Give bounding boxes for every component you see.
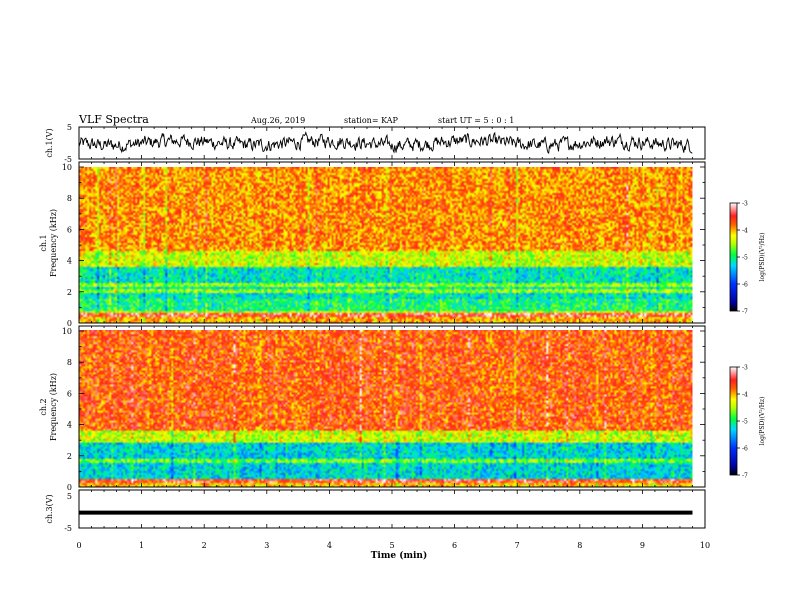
ch3-waveform-ticks (78, 490, 706, 528)
frequency-tick-label: 0 (67, 319, 72, 328)
frequency-tick-label: 0 (67, 483, 72, 492)
time-tick-label: 3 (264, 541, 269, 550)
ch1-waveform-ylabel: ch.1(V) (45, 128, 54, 157)
ch3-waveform-ylabel: ch.3(V) (45, 494, 54, 523)
ch3-waveform-panel: 5 -5 ch.3(V) (45, 489, 706, 533)
ch1-spectrogram-image (79, 167, 693, 323)
frequency-tick-label: 2 (67, 288, 72, 297)
ch1-frequency-ticks: 0 2 4 6 8 10 (62, 163, 705, 328)
frequency-tick-label: 4 (67, 421, 72, 430)
ch2-spectrogram-image (79, 330, 693, 487)
colorbar-tick-label: -7 (742, 473, 748, 480)
ch3-ytick-top: 5 (67, 492, 72, 501)
colorbar-tick-label: -6 (742, 282, 748, 289)
ch2-spectrogram-time-ticks (78, 326, 706, 487)
colorbar-tick-label: -5 (742, 255, 748, 262)
time-axis-label: Time (min) (371, 550, 428, 561)
ch1-waveform-panel: 5 -5 ch.1(V) (45, 123, 706, 164)
frequency-tick-label: 8 (67, 358, 72, 367)
colorbar-tick-label: -4 (742, 392, 748, 399)
ch1-frequency-axis-label: Frequency (kHz) (49, 209, 58, 277)
frequency-tick-label: 10 (62, 327, 72, 336)
colorbar-tick-label: -4 (742, 228, 748, 235)
colorbar-tick-label: -5 (742, 419, 748, 426)
ch1-colorbar: log(PSD)(V²/Hz) -3 -4 -5 -6 -7 (729, 201, 766, 316)
frequency-tick-label: 10 (62, 163, 72, 172)
frequency-tick-label: 2 (67, 452, 72, 461)
figure-title: VLF Spectra (78, 113, 149, 126)
time-tick-label: 9 (640, 541, 645, 550)
colorbar-tick-label: -6 (742, 446, 748, 453)
time-tick-label: 5 (389, 541, 394, 550)
figure-start-time: start UT = 5 : 0 : 1 (438, 116, 514, 125)
frequency-tick-label: 4 (67, 257, 72, 266)
ch2-colorbar: log(PSD)(V²/Hz) -3 -4 -5 -6 -7 (729, 365, 766, 480)
time-tick-label: 0 (76, 541, 81, 550)
time-tick-label: 8 (577, 541, 582, 550)
ch2-spectrogram-channel-label: ch.2 (39, 398, 48, 415)
ch1-colorbar-label: log(PSD)(V²/Hz) (759, 233, 766, 282)
time-tick-label: 10 (700, 541, 710, 550)
time-tick-label: 7 (515, 541, 520, 550)
ch2-frequency-axis-label: Frequency (kHz) (49, 373, 58, 441)
figure-date: Aug.26, 2019 (250, 116, 305, 125)
ch1-spectrogram-time-ticks (78, 162, 706, 323)
frequency-tick-label: 6 (67, 389, 72, 398)
ch1-colorbar-gradient (729, 202, 738, 312)
ch2-spectrogram-panel: 0 2 4 6 8 10 ch.2 Frequency (kHz) (39, 325, 706, 492)
ch1-ytick-top: 5 (67, 123, 72, 132)
ch2-frequency-ticks: 0 2 4 6 8 10 (62, 327, 705, 492)
frequency-tick-label: 8 (67, 194, 72, 203)
ch3-ytick-bottom: -5 (64, 524, 72, 533)
ch1-waveform-ticks (78, 127, 706, 159)
time-tick-label: 6 (452, 541, 457, 550)
time-axis-tick-labels: 0 1 2 3 4 5 6 7 8 9 10 (76, 541, 710, 550)
colorbar-tick-label: -3 (742, 365, 748, 372)
colorbar-tick-label: -3 (742, 201, 748, 208)
ch1-waveform-trace (78, 130, 693, 155)
ch2-colorbar-label: log(PSD)(V²/Hz) (759, 397, 766, 446)
ch1-spectrogram-channel-label: ch.1 (39, 234, 48, 251)
time-tick-label: 4 (327, 541, 332, 550)
ch2-colorbar-gradient (729, 366, 738, 476)
ch3-waveform-frame (78, 489, 706, 529)
colorbar-tick-label: -7 (742, 309, 748, 316)
time-tick-label: 2 (202, 541, 207, 550)
frequency-tick-label: 6 (67, 225, 72, 234)
figure-station: station= KAP (344, 116, 399, 125)
ch1-ytick-bottom: -5 (64, 155, 72, 164)
time-tick-label: 1 (139, 541, 144, 550)
ch1-spectrogram-panel: 0 2 4 6 8 10 ch.1 Frequency (kHz) (39, 161, 706, 328)
